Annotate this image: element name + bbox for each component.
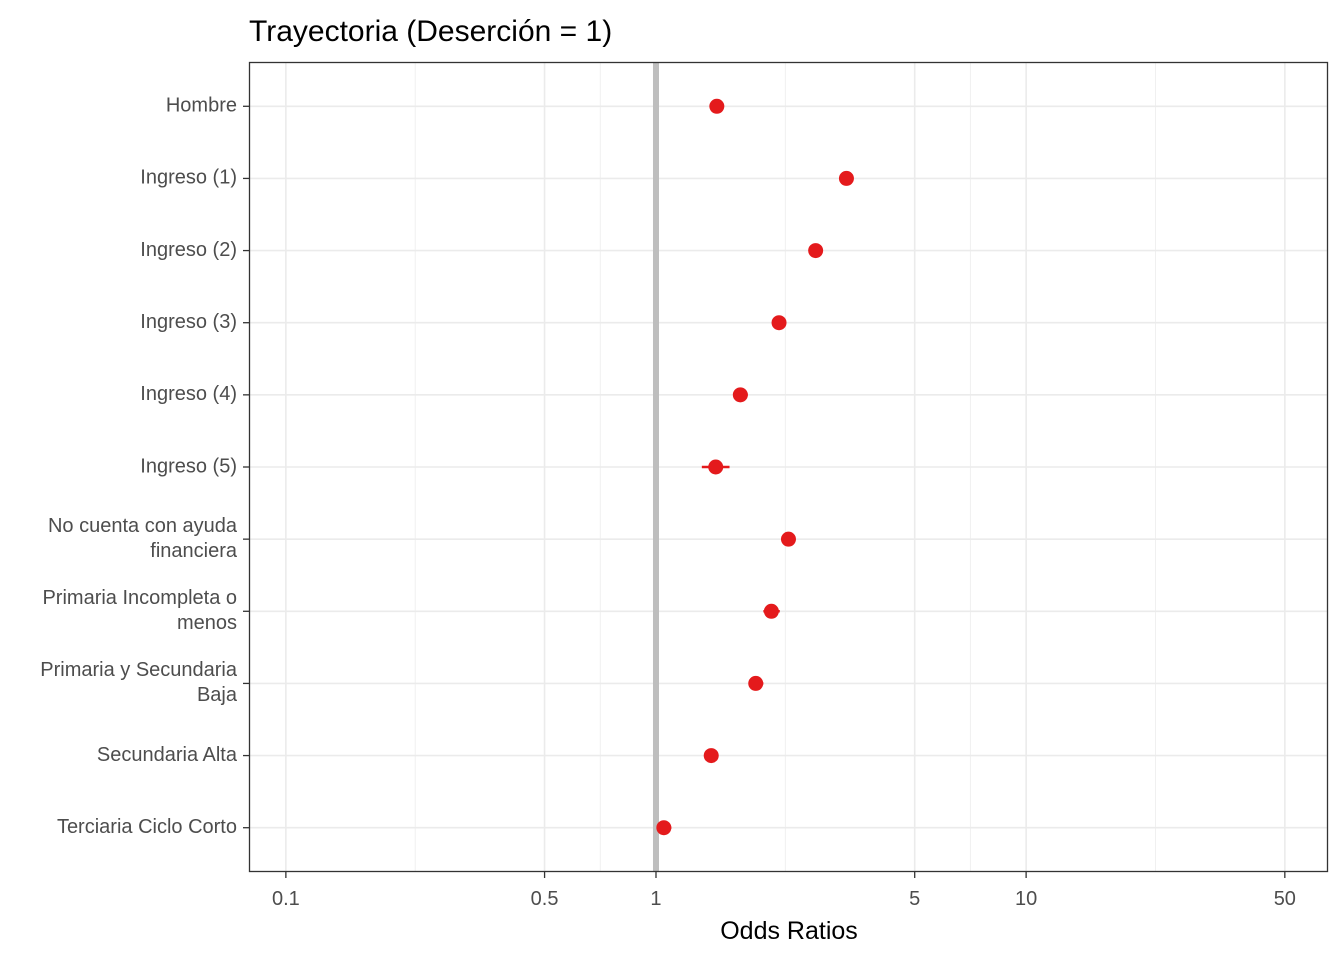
chart-title: Trayectoria (Deserción = 1) <box>249 15 612 48</box>
data-point <box>703 748 719 764</box>
data-point <box>709 98 725 114</box>
grid <box>250 63 1327 871</box>
y-tick-label: Ingreso (1) <box>140 167 237 189</box>
y-tick-label: Ingreso (5) <box>140 455 237 477</box>
x-tick-label: 0.1 <box>272 888 300 910</box>
x-axis: 0.1 0.5 1 5 10 50 <box>272 871 1296 910</box>
y-tick-label: Primaria Incompleta o <box>42 587 237 609</box>
data-point <box>808 243 824 259</box>
data-point <box>838 170 854 186</box>
data-point <box>748 675 764 691</box>
y-tick-label: Secundaria Alta <box>97 744 238 766</box>
y-tick-label: Ingreso (3) <box>140 311 237 333</box>
y-tick-label: Ingreso (4) <box>140 383 237 405</box>
data-point <box>656 820 672 836</box>
x-tick-label: 5 <box>909 888 920 910</box>
y-tick-label: Baja <box>197 684 238 706</box>
y-tick-label: Hombre <box>166 95 237 117</box>
y-tick-label: financiera <box>150 540 238 562</box>
y-tick-label: Terciaria Ciclo Corto <box>57 816 237 838</box>
y-axis: Hombre Ingreso (1) Ingreso (2) Ingreso (3) I… <box>40 95 250 838</box>
y-tick-label: Primaria y Secundaria <box>40 659 238 681</box>
y-tick-label: Ingreso (2) <box>140 239 237 261</box>
data-point <box>780 531 796 547</box>
x-tick-label: 0.5 <box>531 888 559 910</box>
y-tick-label: menos <box>177 612 237 634</box>
x-tick-label: 10 <box>1015 888 1037 910</box>
x-tick-label: 50 <box>1274 888 1296 910</box>
data-point <box>732 387 748 403</box>
data-point <box>771 315 787 331</box>
data-point <box>708 459 724 475</box>
data-point <box>763 603 779 619</box>
x-axis-label: Odds Ratios <box>720 917 858 945</box>
x-tick-label: 1 <box>650 888 661 910</box>
y-tick-label: No cuenta con ayuda <box>48 515 238 537</box>
points-layer <box>656 98 854 836</box>
